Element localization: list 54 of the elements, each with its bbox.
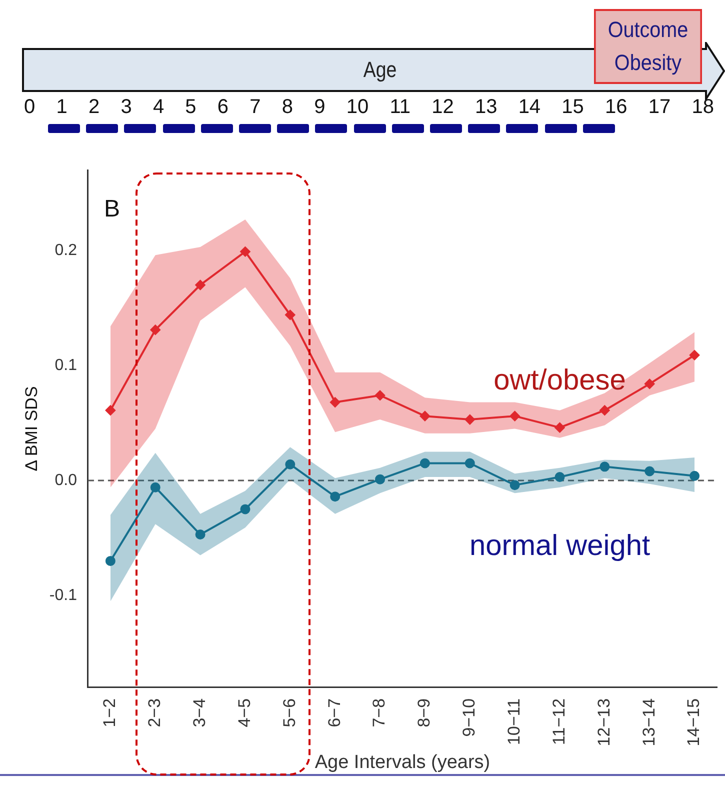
y-tick-label: -0.1	[49, 586, 78, 604]
text: Age	[362, 57, 398, 82]
y-tick-label: 0.2	[54, 242, 78, 259]
point	[195, 530, 206, 540]
x-tick-label: 9−10	[460, 698, 479, 737]
x-axis-title: Age Intervals (years)	[314, 752, 490, 773]
point	[150, 482, 160, 492]
x-tick-label: 12−13	[594, 698, 614, 746]
point	[375, 390, 386, 400]
point	[285, 459, 296, 470]
x-tick-label: 7−8	[370, 698, 389, 728]
point	[330, 397, 340, 408]
point	[420, 458, 430, 468]
y-tick-label: 0.1	[54, 356, 78, 374]
x-tick-label: 2−3	[145, 698, 164, 728]
x-tick-label: 6−7	[324, 698, 344, 728]
point	[690, 470, 700, 481]
point	[510, 411, 520, 422]
point	[600, 405, 610, 416]
point	[285, 310, 296, 320]
x-tick-label: 1−2	[100, 698, 120, 728]
x-tick-label: 5−6	[280, 698, 299, 728]
point	[510, 480, 520, 490]
point	[195, 280, 206, 290]
text: Outcome Obesity	[594, 9, 702, 84]
x-tick-label: 8−9	[414, 698, 434, 728]
point	[330, 492, 340, 502]
x-tick-label: 10−11	[504, 698, 524, 745]
point	[644, 378, 655, 389]
x-tick-label: 14−15	[684, 698, 704, 746]
point	[464, 414, 475, 425]
point	[150, 324, 160, 335]
y-tick-label: 0.0	[54, 472, 78, 489]
series-label: owt/obese	[494, 364, 626, 397]
point	[600, 462, 610, 472]
point	[690, 350, 700, 360]
x-tick-label: 4−5	[234, 698, 254, 728]
annotation: B	[104, 196, 120, 223]
series-label: normal weight	[469, 530, 650, 562]
point	[375, 474, 386, 484]
point	[105, 556, 116, 566]
point	[464, 458, 475, 468]
point	[644, 466, 655, 476]
text: 0 1 2 3 4 5 6 7 8 9 10 11 12 13 14 15 16 17 18	[24, 96, 714, 118]
y-axis-title: Δ BMI SDS	[22, 386, 41, 472]
point	[105, 405, 116, 416]
point	[554, 422, 565, 433]
point	[420, 411, 430, 422]
x-tick-label: 13−14	[639, 698, 658, 746]
x-tick-label: 3−4	[190, 698, 209, 728]
point	[554, 472, 565, 482]
point	[240, 246, 250, 257]
x-tick-label: 11−12	[549, 698, 568, 745]
point	[240, 504, 250, 514]
